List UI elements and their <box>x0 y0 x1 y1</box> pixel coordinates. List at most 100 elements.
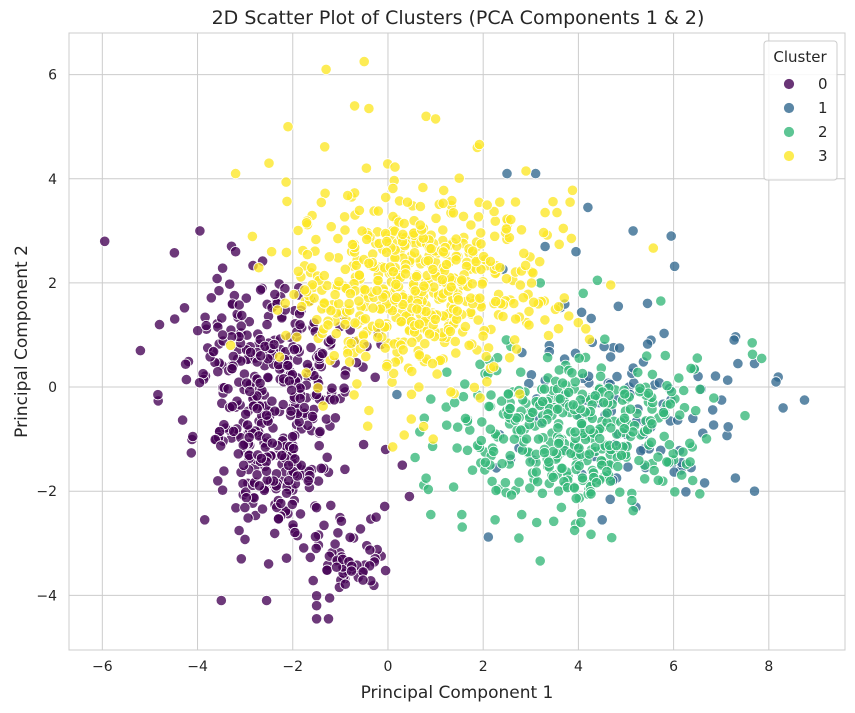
data-point <box>481 199 493 211</box>
data-point <box>645 436 658 448</box>
data-point <box>381 360 393 373</box>
x-tick-label: 8 <box>764 659 773 675</box>
data-point <box>417 181 429 194</box>
data-point <box>298 401 310 414</box>
data-point <box>451 305 463 317</box>
data-point <box>280 176 292 188</box>
data-point <box>332 527 344 539</box>
y-tick-label: 4 <box>48 172 57 188</box>
data-point <box>520 433 533 445</box>
data-point <box>594 432 606 445</box>
data-point <box>310 590 323 602</box>
data-point <box>488 205 500 218</box>
data-point <box>612 300 624 312</box>
data-point <box>513 532 525 544</box>
data-point <box>302 475 314 487</box>
data-point <box>748 485 761 497</box>
data-point <box>215 594 227 607</box>
data-point <box>504 352 516 364</box>
data-point <box>291 470 303 482</box>
data-point <box>211 272 223 285</box>
data-point <box>339 224 351 236</box>
data-point <box>669 486 681 498</box>
data-point <box>310 613 323 625</box>
data-point <box>354 523 367 535</box>
data-point <box>480 350 492 363</box>
data-point <box>500 273 513 285</box>
data-point <box>283 375 295 387</box>
data-point <box>240 492 252 504</box>
data-point <box>239 533 251 546</box>
data-point <box>180 358 192 370</box>
data-point <box>387 367 400 379</box>
data-point <box>389 161 401 173</box>
data-point <box>403 490 415 502</box>
data-point <box>338 211 351 223</box>
data-point <box>437 197 449 209</box>
data-point <box>357 438 370 451</box>
data-point <box>329 412 341 424</box>
data-point <box>319 141 331 153</box>
data-point <box>286 431 299 443</box>
data-point <box>722 374 734 386</box>
data-point <box>652 474 664 486</box>
data-point <box>427 433 439 445</box>
data-point <box>632 366 644 378</box>
data-point <box>568 524 581 537</box>
data-point <box>153 318 166 331</box>
data-point <box>449 335 461 348</box>
data-point <box>605 422 617 434</box>
data-point <box>238 459 250 471</box>
data-point <box>482 531 494 543</box>
data-point <box>391 388 403 401</box>
data-point <box>732 357 744 370</box>
data-point <box>410 270 423 283</box>
data-point <box>523 305 535 317</box>
data-point <box>343 356 356 368</box>
data-point <box>436 274 448 286</box>
data-point <box>642 387 654 399</box>
data-point <box>240 408 252 420</box>
data-point <box>349 317 361 329</box>
data-point <box>452 421 464 433</box>
data-point <box>430 212 442 224</box>
data-point <box>395 316 407 328</box>
data-point <box>505 214 517 226</box>
data-point <box>225 339 237 351</box>
data-point <box>709 370 722 382</box>
data-point <box>300 367 312 379</box>
data-point <box>277 398 289 411</box>
data-point <box>226 400 238 412</box>
data-point <box>641 297 654 309</box>
data-point <box>542 329 555 342</box>
data-point <box>618 422 630 435</box>
data-point <box>318 297 330 309</box>
data-point <box>438 184 450 196</box>
data-point <box>536 417 548 429</box>
data-point <box>396 459 408 471</box>
data-point <box>426 357 439 370</box>
data-point <box>658 430 670 442</box>
data-point <box>447 481 460 493</box>
data-point <box>311 314 323 326</box>
data-point <box>537 395 549 408</box>
x-tick-label: −6 <box>92 659 113 675</box>
data-point <box>398 429 410 441</box>
data-point <box>235 553 247 565</box>
data-point <box>453 172 465 184</box>
data-point <box>372 274 384 287</box>
data-point <box>572 317 584 329</box>
data-point <box>420 472 432 484</box>
data-point <box>664 398 676 410</box>
data-point <box>605 279 617 291</box>
data-point <box>338 382 350 394</box>
data-point <box>344 531 356 544</box>
data-point <box>534 555 546 567</box>
data-point <box>339 463 351 475</box>
data-point <box>472 314 484 326</box>
data-point <box>332 233 344 245</box>
data-point <box>641 338 654 350</box>
data-point <box>746 348 759 360</box>
data-point <box>513 476 525 488</box>
data-point <box>576 367 589 380</box>
